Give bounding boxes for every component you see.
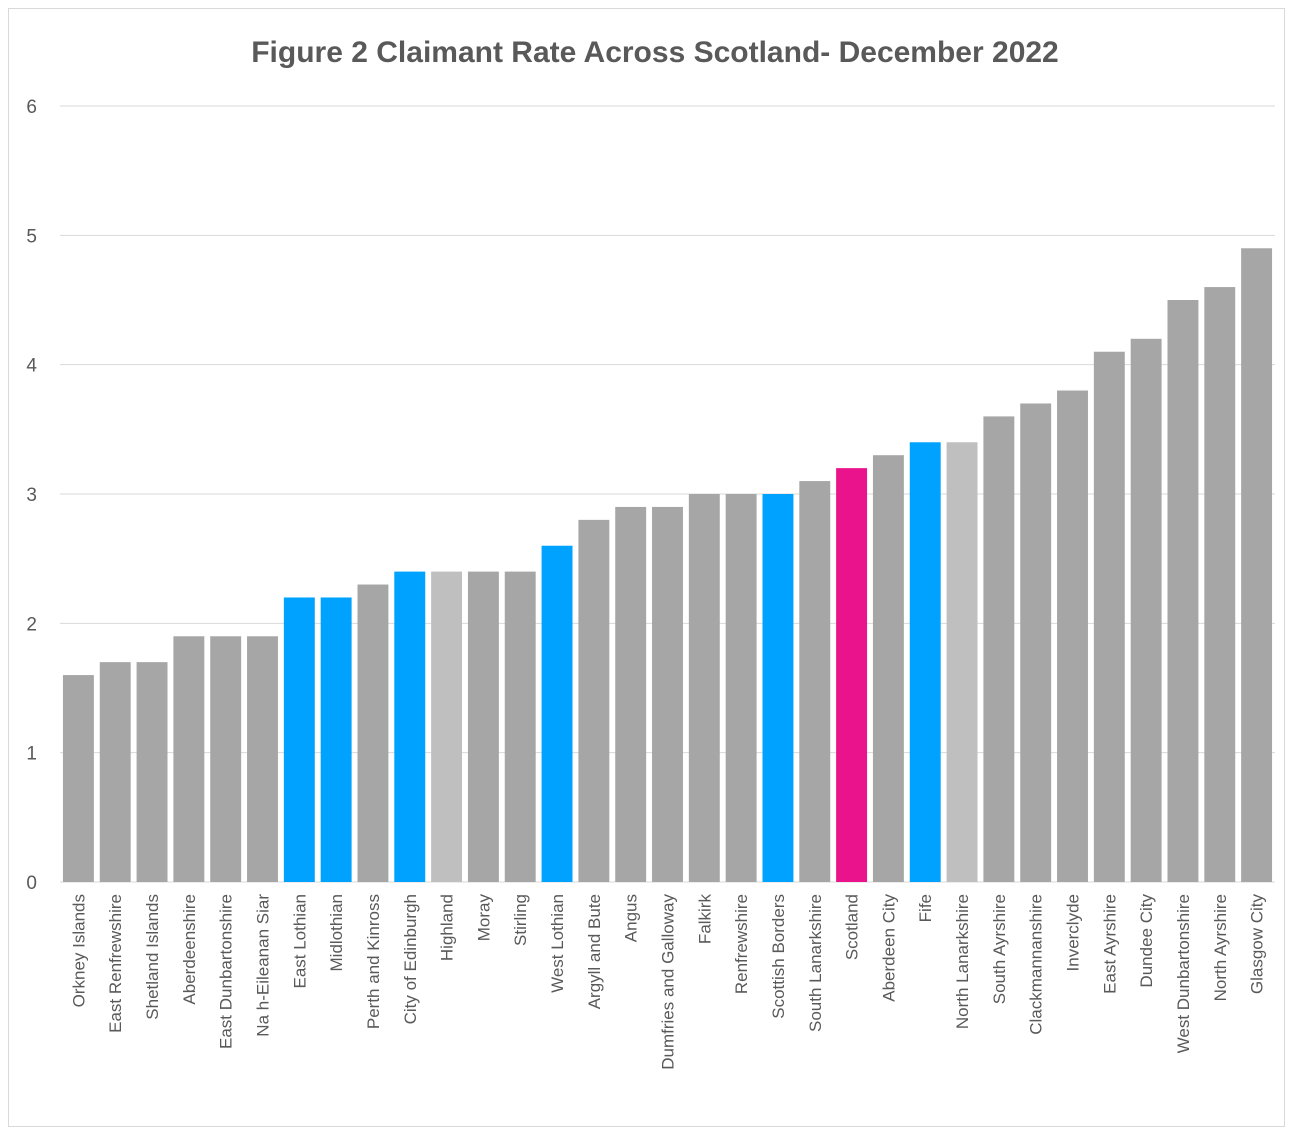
bar [173, 636, 205, 882]
x-tick-label: North Lanarkshire [953, 894, 972, 1029]
x-tick-label: Highland [438, 894, 457, 961]
bar [467, 571, 499, 882]
bars [62, 248, 1273, 883]
x-tick-label: Perth and Kinross [364, 894, 383, 1029]
bar [210, 636, 242, 882]
bar [578, 519, 610, 882]
bar [357, 584, 389, 882]
x-tick-label: Aberdeen City [879, 894, 898, 1002]
bar [762, 494, 794, 882]
x-tick-label: Moray [474, 894, 493, 942]
x-tick-label: Stirling [511, 894, 530, 946]
x-tick-label: Na h-Eileanan Siar [254, 894, 273, 1037]
bar [99, 662, 131, 882]
x-tick-label: Glasgow City [1248, 894, 1267, 995]
x-tick-label: East Renfrewshire [106, 894, 125, 1033]
bar [688, 494, 720, 882]
y-tick-label: 3 [26, 485, 37, 506]
x-tick-label: Argyll and Bute [585, 894, 604, 1009]
x-tick-label: City of Edinburgh [401, 894, 420, 1024]
x-tick-label: Fife [916, 894, 935, 922]
y-axis-ticks: 0 1 2 3 4 5 6 [26, 97, 37, 894]
x-tick-label: Scotland [843, 894, 862, 960]
x-axis-ticks: Orkney Islands East Renfrewshire Shetland … [69, 894, 1266, 1070]
bar [946, 442, 978, 882]
x-tick-label: Clackmannanshire [1027, 894, 1046, 1035]
bar [1093, 351, 1125, 882]
chart-title: Figure 2 Claimant Rate Across Scotland- … [251, 36, 1059, 69]
x-tick-label: Dumfries and Galloway [659, 894, 678, 1070]
bar [836, 468, 868, 882]
x-tick-label: Aberdeenshire [180, 894, 199, 1005]
bar [283, 597, 315, 882]
x-tick-label: Renfrewshire [732, 894, 751, 994]
bar [615, 506, 647, 882]
x-tick-label: West Lothian [548, 894, 567, 993]
bar [1020, 403, 1052, 882]
x-tick-label: Orkney Islands [69, 894, 88, 1007]
x-tick-label: Angus [622, 894, 641, 942]
bar [320, 597, 352, 882]
y-tick-label: 6 [26, 97, 37, 118]
bar [431, 571, 463, 882]
bar [1167, 300, 1199, 882]
x-tick-label: North Ayrshire [1211, 894, 1230, 1001]
bar [1204, 287, 1236, 883]
bar [1130, 338, 1162, 882]
x-tick-label: Shetland Islands [143, 894, 162, 1020]
bar [725, 494, 757, 882]
x-tick-label: South Lanarkshire [806, 894, 825, 1032]
y-tick-label: 5 [26, 226, 37, 247]
bar [652, 506, 683, 882]
x-tick-label: Scottish Borders [769, 894, 788, 1019]
bar [62, 675, 94, 882]
x-tick-label: South Ayrshire [990, 894, 1009, 1004]
bar [541, 545, 573, 882]
x-tick-label: East Ayrshire [1100, 894, 1119, 994]
bar [247, 636, 278, 882]
x-tick-label: Dundee City [1137, 894, 1156, 988]
bar [136, 662, 168, 882]
x-tick-label: East Dunbartonshire [217, 894, 236, 1049]
bar [394, 571, 426, 882]
x-tick-label: West Dunbartonshire [1174, 894, 1193, 1053]
y-tick-label: 4 [26, 356, 37, 377]
x-tick-label: Midlothian [327, 894, 346, 972]
y-tick-label: 2 [26, 614, 37, 635]
bar [799, 481, 831, 882]
bar [1057, 390, 1088, 882]
bar [983, 416, 1015, 882]
bar [872, 455, 904, 882]
bar [504, 571, 536, 882]
y-tick-label: 0 [26, 873, 37, 894]
bar [909, 442, 941, 882]
x-tick-label: Inverclyde [1064, 894, 1083, 971]
x-tick-label: Falkirk [695, 894, 714, 945]
bar [1241, 248, 1273, 882]
y-tick-label: 1 [26, 744, 37, 765]
x-tick-label: East Lothian [290, 894, 309, 989]
